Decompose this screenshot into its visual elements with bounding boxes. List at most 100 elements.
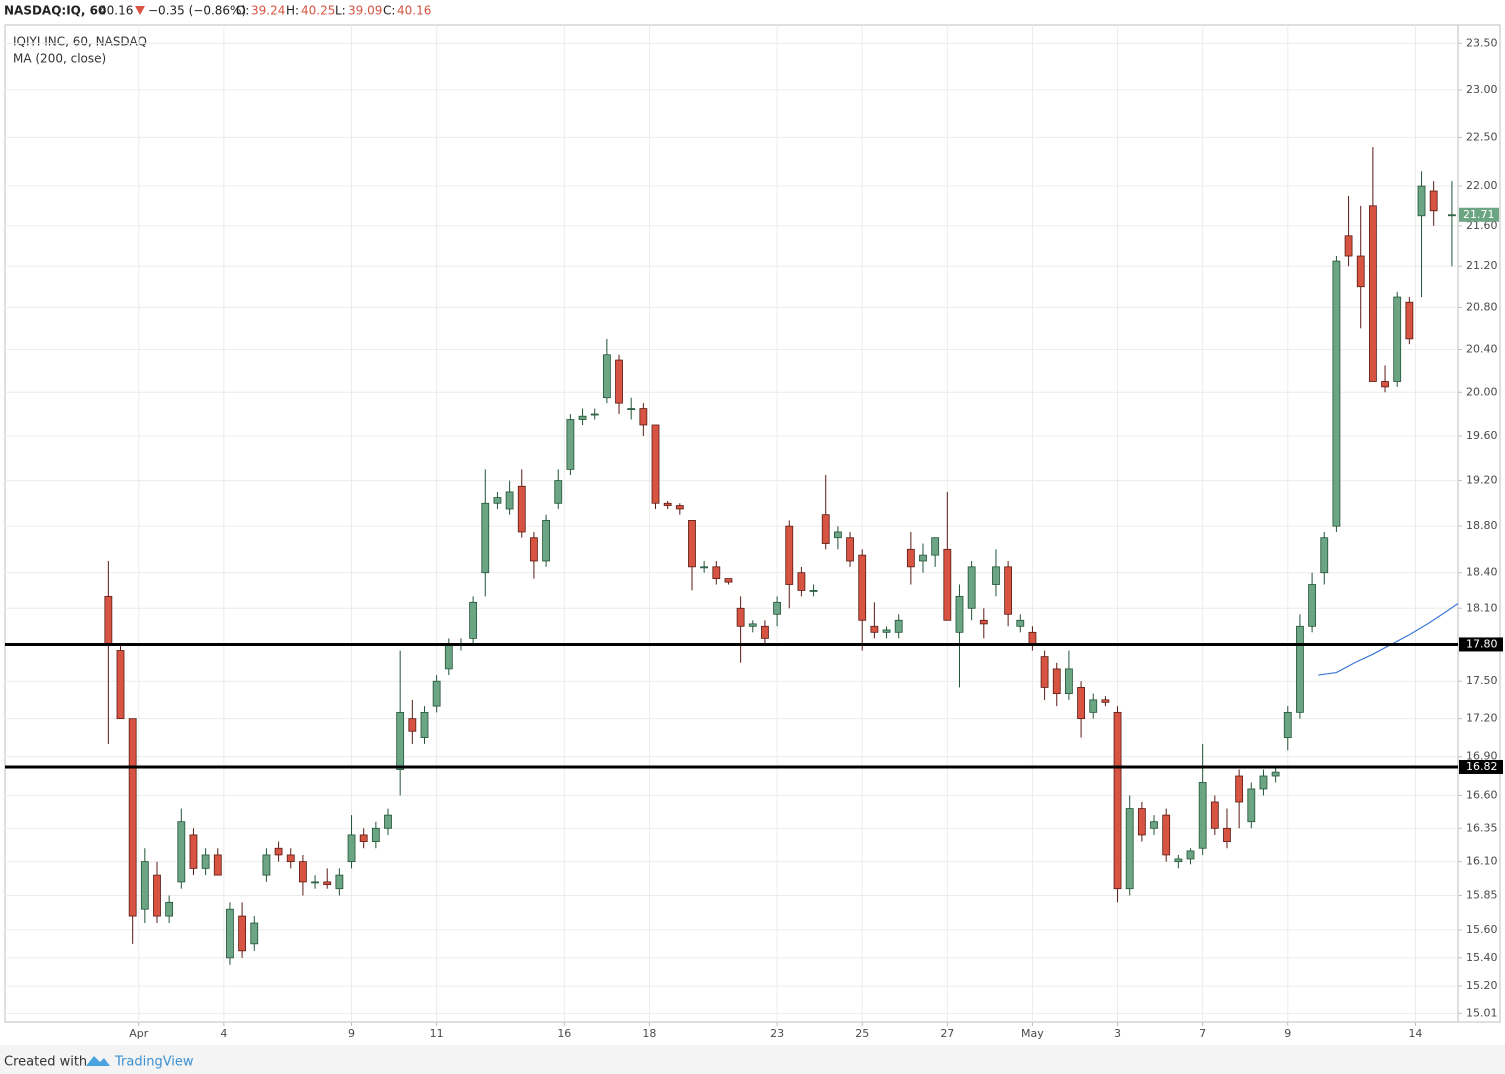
- candle-body: [250, 922, 259, 945]
- x-tick-label: 9: [348, 1027, 355, 1040]
- candle-body: [1448, 214, 1456, 217]
- footer-brand[interactable]: TradingView: [114, 1055, 194, 1070]
- candle-body: [627, 408, 636, 410]
- candle-body: [773, 601, 781, 615]
- x-tick-label: 14: [1408, 1027, 1422, 1040]
- candle-body: [274, 847, 283, 856]
- candle-body: [590, 413, 599, 416]
- level-label-box: [1459, 637, 1503, 652]
- candle-body: [1308, 584, 1316, 627]
- candle-body: [736, 607, 745, 627]
- y-tick-label: 20.00: [1466, 385, 1498, 398]
- y-tick-label: 18.80: [1466, 519, 1498, 532]
- x-tick-label: 27: [940, 1027, 954, 1040]
- y-tick-label: 19.20: [1466, 474, 1498, 487]
- candle-body: [809, 590, 818, 592]
- candle-body: [1004, 566, 1013, 615]
- candle-body: [663, 502, 672, 506]
- symbol: NASDAQ:IQ, 60: [4, 4, 106, 18]
- grid: [5, 25, 1458, 1022]
- o-value: 39.24: [251, 4, 285, 18]
- x-tick-label: 16: [557, 1027, 571, 1040]
- candle-body: [700, 566, 709, 569]
- candle-body: [566, 419, 575, 470]
- y-tick-label: 15.40: [1466, 951, 1498, 964]
- candle-body: [311, 881, 319, 884]
- candle-body: [1247, 788, 1256, 823]
- candle-body: [384, 814, 392, 829]
- y-tick-label: 15.01: [1466, 1006, 1498, 1019]
- candle-body: [688, 520, 696, 568]
- candle-body: [1235, 775, 1244, 803]
- candle-body: [1368, 205, 1377, 382]
- candle-body: [615, 359, 623, 404]
- last: 40.16: [99, 4, 133, 18]
- last-price-label: 21.71: [1463, 208, 1495, 221]
- candle-body: [189, 834, 198, 869]
- candle-body: [1065, 668, 1073, 695]
- y-tick-label: 15.60: [1466, 923, 1498, 936]
- candle-body: [128, 718, 137, 917]
- candle-body: [201, 854, 210, 869]
- candle-body: [943, 548, 952, 621]
- candle-body: [955, 595, 964, 633]
- candle-body: [481, 502, 490, 574]
- candle-body: [1417, 185, 1426, 217]
- y-tick-label: 23.00: [1466, 83, 1498, 96]
- down-arrow: [135, 6, 145, 15]
- candle-body: [894, 619, 903, 633]
- candle-body: [1271, 771, 1280, 777]
- candle-body: [505, 491, 514, 510]
- x-tick-label: May: [1021, 1027, 1044, 1040]
- candle-body: [262, 854, 271, 876]
- candle-body: [444, 644, 453, 670]
- candle-body: [323, 881, 332, 886]
- candle-body: [602, 354, 611, 399]
- candle-body: [1174, 858, 1183, 863]
- candle-body: [846, 537, 854, 562]
- candle-body: [1259, 775, 1268, 790]
- level-label: 16.82: [1466, 760, 1498, 773]
- candle-body: [298, 861, 307, 883]
- plot-frame: [4, 24, 1501, 1023]
- candle-body: [469, 601, 478, 639]
- candle-body: [1393, 296, 1402, 382]
- candle-body: [238, 915, 247, 952]
- candle-body: [1150, 821, 1158, 829]
- x-tick-label: 9: [1284, 1027, 1291, 1040]
- y-tick-label: 15.85: [1466, 889, 1498, 902]
- y-tick-label: 17.50: [1466, 674, 1498, 687]
- x-tick-label: Apr: [129, 1027, 149, 1040]
- y-tick-label: 21.20: [1466, 259, 1498, 272]
- h-label: H:: [286, 4, 299, 18]
- candle-body: [432, 680, 441, 707]
- candle-body: [517, 485, 526, 533]
- candle-body: [1283, 711, 1292, 738]
- candle-body: [712, 566, 721, 579]
- candle-body: [396, 711, 405, 770]
- candle-body: [104, 595, 113, 645]
- change: −0.35 (−0.86%): [148, 4, 246, 18]
- candle-body: [1320, 537, 1329, 574]
- chart-subtitle: MA (200, close): [13, 52, 106, 66]
- candle-body: [286, 854, 295, 863]
- x-tick-label: 18: [642, 1027, 656, 1040]
- candle-body: [870, 625, 879, 633]
- candle-body: [1210, 801, 1219, 829]
- x-tick-label: 7: [1199, 1027, 1206, 1040]
- y-tick-label: 22.00: [1466, 179, 1498, 192]
- y-tick-label: 16.35: [1466, 821, 1498, 834]
- candle-body: [651, 424, 660, 504]
- x-tick-label: 25: [855, 1027, 869, 1040]
- h-value: 40.25: [301, 4, 335, 18]
- candle-body: [1162, 814, 1171, 856]
- level-label: 17.80: [1466, 637, 1498, 650]
- candle-body: [1381, 381, 1389, 388]
- candle-body: [335, 874, 344, 890]
- candle-body: [1405, 301, 1414, 340]
- candle-body: [748, 623, 757, 627]
- l-value: 39.09: [348, 4, 382, 18]
- candle-body: [1198, 782, 1207, 849]
- x-tick-label: 11: [430, 1027, 444, 1040]
